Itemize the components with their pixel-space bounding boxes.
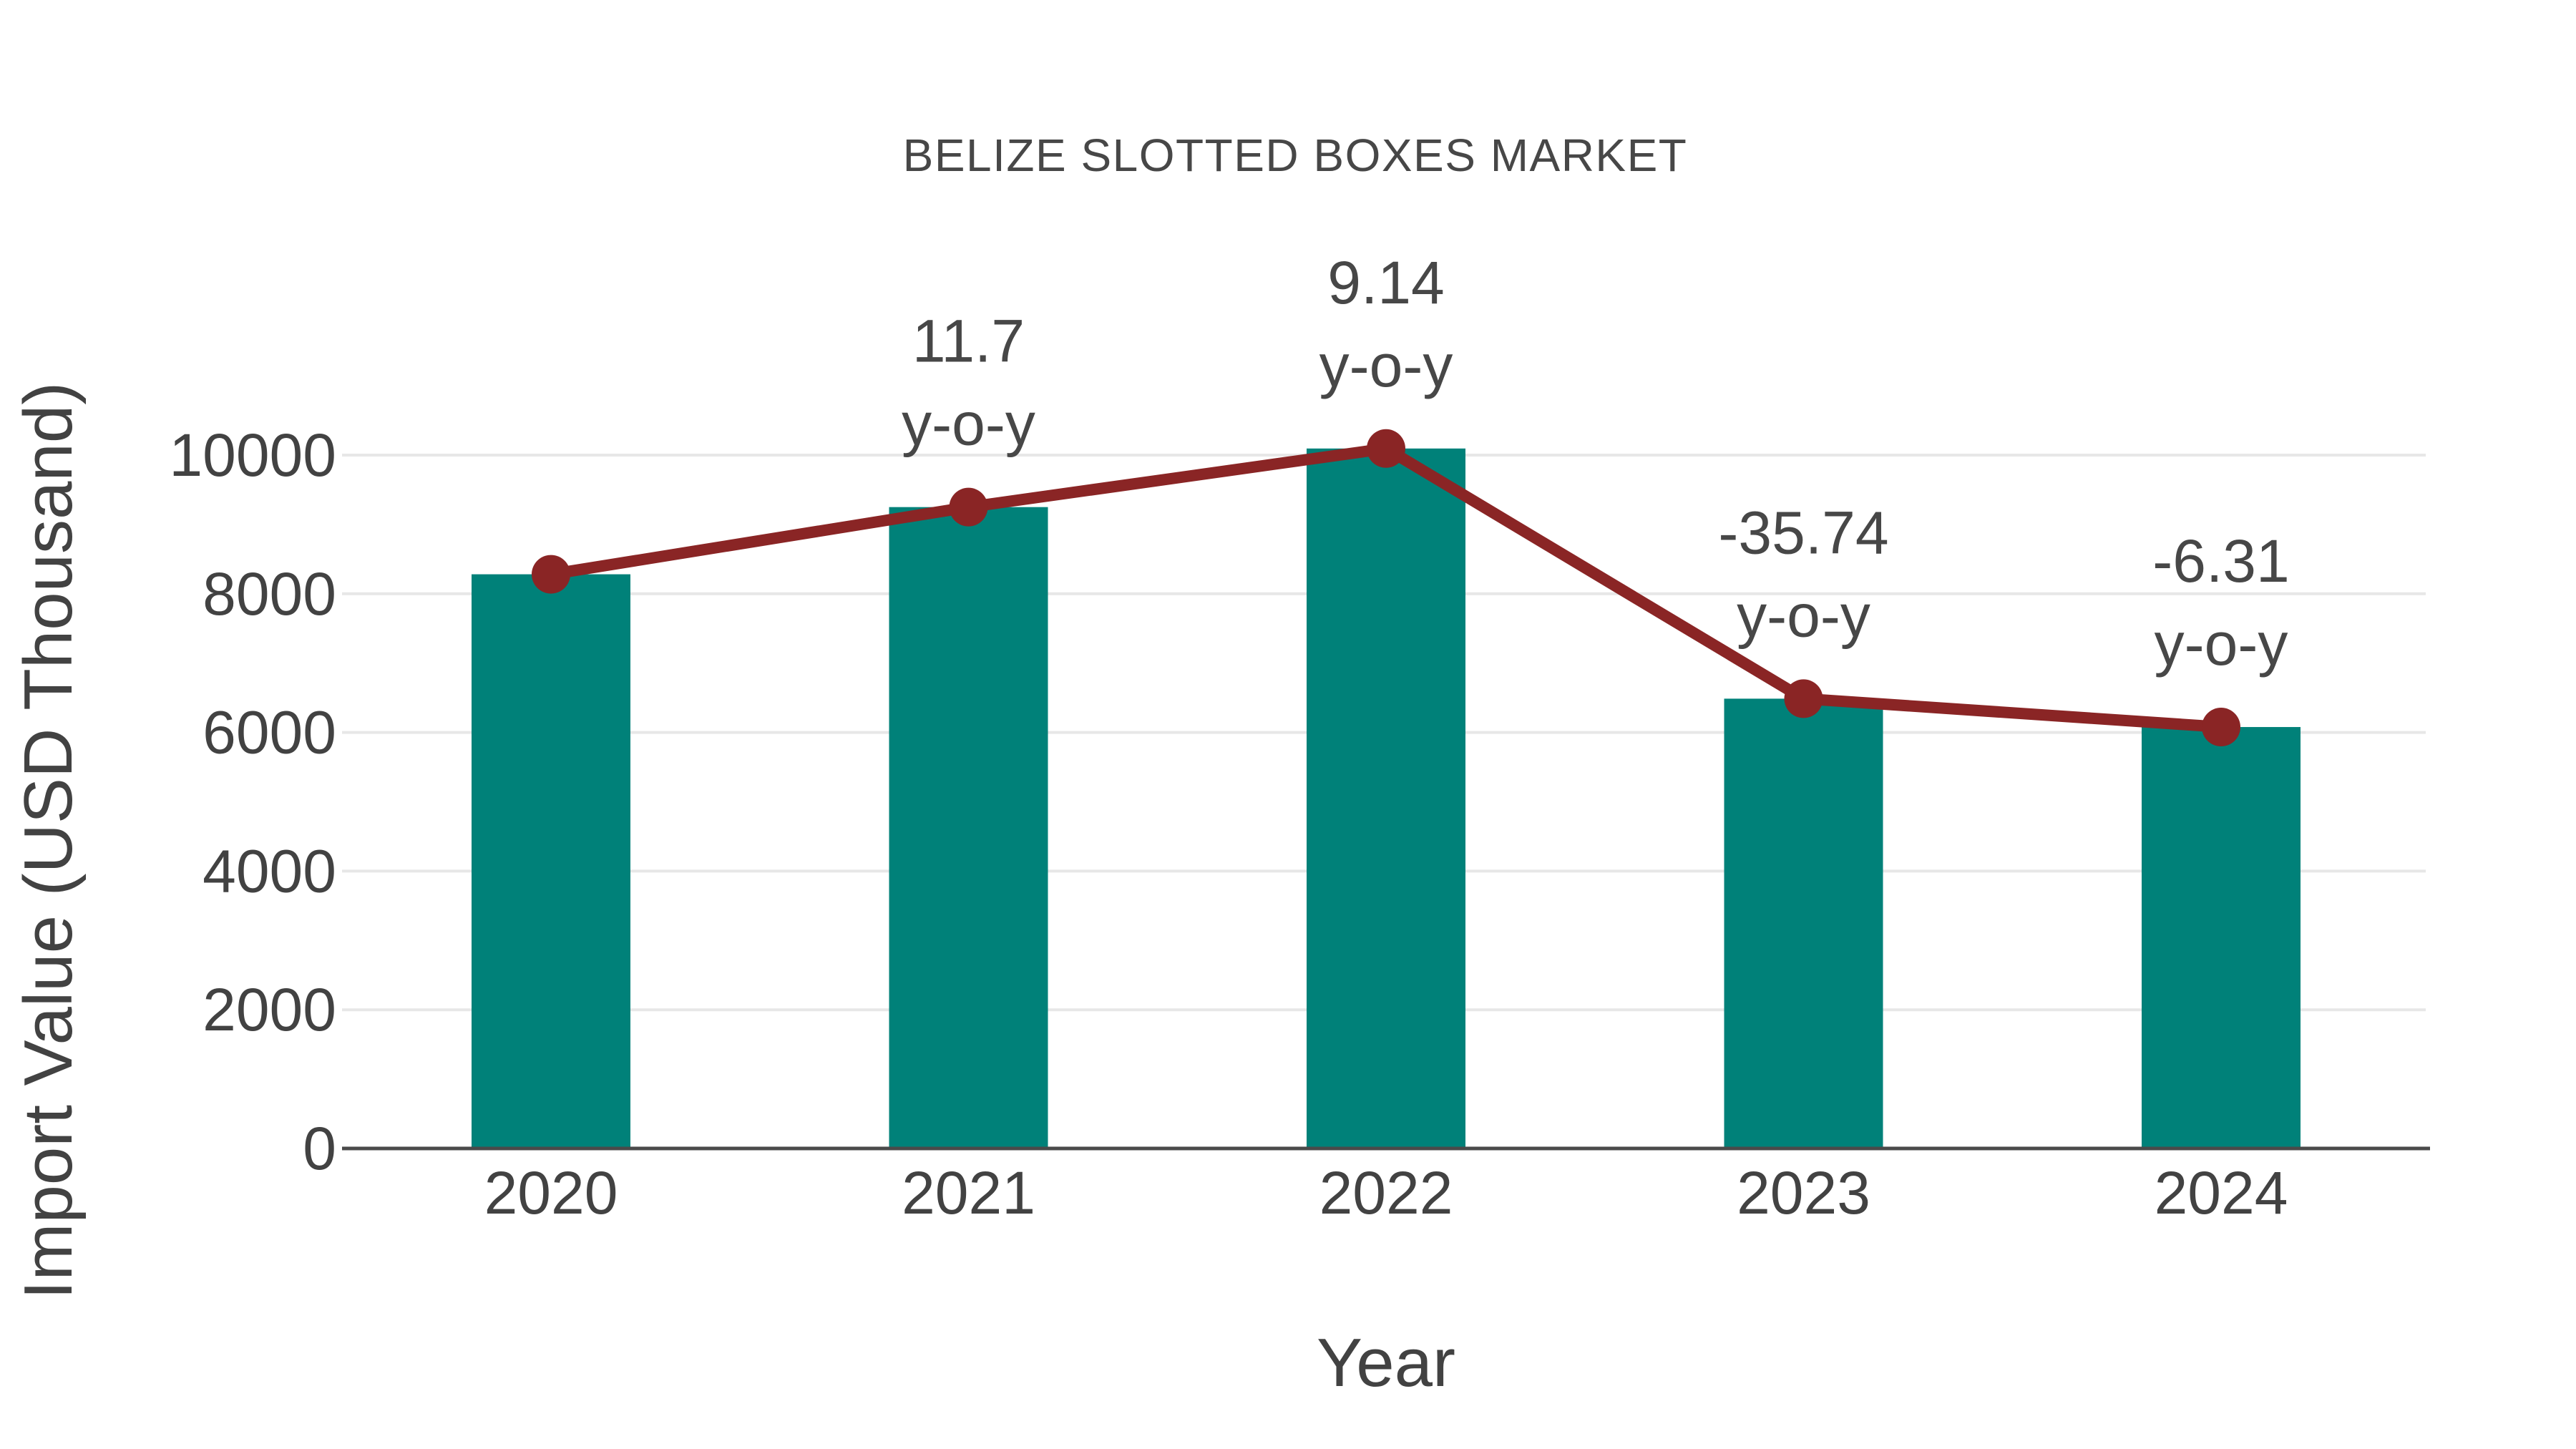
annotation-value-2023: -35.74 xyxy=(1718,499,1888,566)
annotation-value-2024: -6.31 xyxy=(2152,527,2289,595)
x-tick-label-2024: 2024 xyxy=(2155,1159,2288,1226)
y-tick-label-0: 0 xyxy=(303,1115,336,1182)
bar-2023 xyxy=(1724,698,1883,1148)
x-axis-title: Year xyxy=(1317,1324,1455,1401)
y-tick-label-8000: 8000 xyxy=(203,560,336,628)
bar-2022 xyxy=(1307,448,1465,1148)
annotation-suffix-2022: y-o-y xyxy=(1319,332,1453,399)
line-series xyxy=(532,429,2240,747)
marker-2024 xyxy=(2202,708,2240,747)
x-axis-tick-labels: 2020 2021 2022 2023 2024 xyxy=(484,1159,2288,1226)
marker-2021 xyxy=(949,487,988,527)
x-tick-label-2023: 2023 xyxy=(1737,1159,1870,1226)
x-tick-label-2021: 2021 xyxy=(902,1159,1035,1226)
chart-title: BELIZE SLOTTED BOXES MARKET xyxy=(903,130,1688,181)
annotation-value-2021: 11.7 xyxy=(912,308,1025,375)
bar-2021 xyxy=(889,507,1048,1148)
y-tick-label-10000: 10000 xyxy=(169,421,336,489)
x-tick-label-2022: 2022 xyxy=(1319,1159,1453,1226)
annotation-suffix-2024: y-o-y xyxy=(2155,610,2288,678)
y-tick-label-2000: 2000 xyxy=(203,976,336,1043)
y-axis-title: Import Value (USD Thousand) xyxy=(10,382,87,1299)
yoy-annotations: 11.7 y-o-y 9.14 y-o-y -35.74 y-o-y -6.31 y-o-y xyxy=(902,249,2290,678)
marker-2020 xyxy=(532,555,570,594)
y-tick-label-6000: 6000 xyxy=(203,699,336,766)
marker-2023 xyxy=(1784,679,1823,718)
bar-2024 xyxy=(2142,727,2301,1148)
annotation-value-2022: 9.14 xyxy=(1327,249,1445,316)
y-tick-label-4000: 4000 xyxy=(203,837,336,904)
marker-2022 xyxy=(1367,429,1405,468)
x-tick-label-2020: 2020 xyxy=(484,1159,618,1226)
annotation-suffix-2023: y-o-y xyxy=(1737,582,1870,649)
bar-series xyxy=(472,448,2301,1148)
annotation-suffix-2021: y-o-y xyxy=(902,391,1035,458)
bar-2020 xyxy=(472,574,630,1148)
y-axis-tick-labels: 0 2000 4000 6000 8000 10000 xyxy=(169,421,336,1182)
